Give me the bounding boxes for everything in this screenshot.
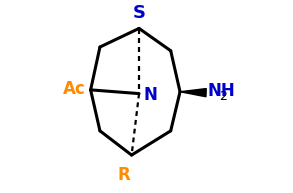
Text: S: S [132,4,146,22]
Text: 2: 2 [219,90,227,102]
Text: N: N [144,86,158,104]
Text: R: R [118,166,130,184]
Text: Ac: Ac [63,80,86,98]
Polygon shape [180,89,206,97]
Text: NH: NH [207,82,235,100]
